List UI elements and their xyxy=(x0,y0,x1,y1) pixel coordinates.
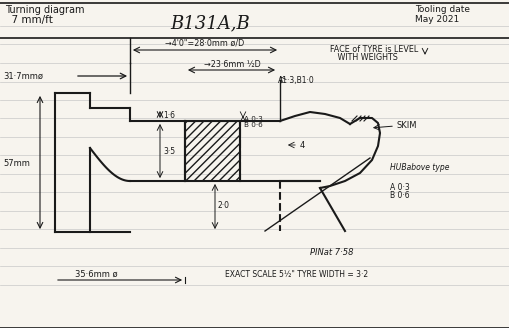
Text: A 0·3: A 0·3 xyxy=(244,116,263,122)
Text: HUBabove type: HUBabove type xyxy=(390,163,449,173)
Text: A 0·3: A 0·3 xyxy=(390,183,410,192)
Text: SKIM: SKIM xyxy=(397,121,417,131)
Text: →4'0"=28·0mm ø/D: →4'0"=28·0mm ø/D xyxy=(165,39,245,48)
Text: 57mm: 57mm xyxy=(3,158,30,168)
Text: WITH WEIGHTS: WITH WEIGHTS xyxy=(330,53,398,62)
Text: 4: 4 xyxy=(300,140,305,150)
Text: A1·3,B1·0: A1·3,B1·0 xyxy=(278,76,315,85)
Text: →23·6mm ½D: →23·6mm ½D xyxy=(204,60,261,69)
Bar xyxy=(185,121,240,181)
Text: B 0·6: B 0·6 xyxy=(390,191,410,200)
Text: 31·7mmø: 31·7mmø xyxy=(3,72,43,80)
Text: EXACT SCALE 5½" TYRE WIDTH = 3·2: EXACT SCALE 5½" TYRE WIDTH = 3·2 xyxy=(225,270,368,279)
Text: 2·0: 2·0 xyxy=(218,201,230,211)
Text: FACE of TYRE is LEVEL: FACE of TYRE is LEVEL xyxy=(330,45,418,54)
Text: 1·6: 1·6 xyxy=(163,111,175,119)
Text: Turning diagram: Turning diagram xyxy=(5,5,84,15)
Text: 7 mm/ft: 7 mm/ft xyxy=(5,15,53,25)
Text: B131A,B: B131A,B xyxy=(170,14,250,32)
Text: 3·5: 3·5 xyxy=(163,147,175,155)
Text: PINat 7·58: PINat 7·58 xyxy=(310,248,353,257)
Text: 35·6mm ø: 35·6mm ø xyxy=(75,270,118,279)
Text: May 2021: May 2021 xyxy=(415,15,459,24)
Text: B 0·6: B 0·6 xyxy=(244,122,263,128)
Text: Tooling date: Tooling date xyxy=(415,5,470,14)
